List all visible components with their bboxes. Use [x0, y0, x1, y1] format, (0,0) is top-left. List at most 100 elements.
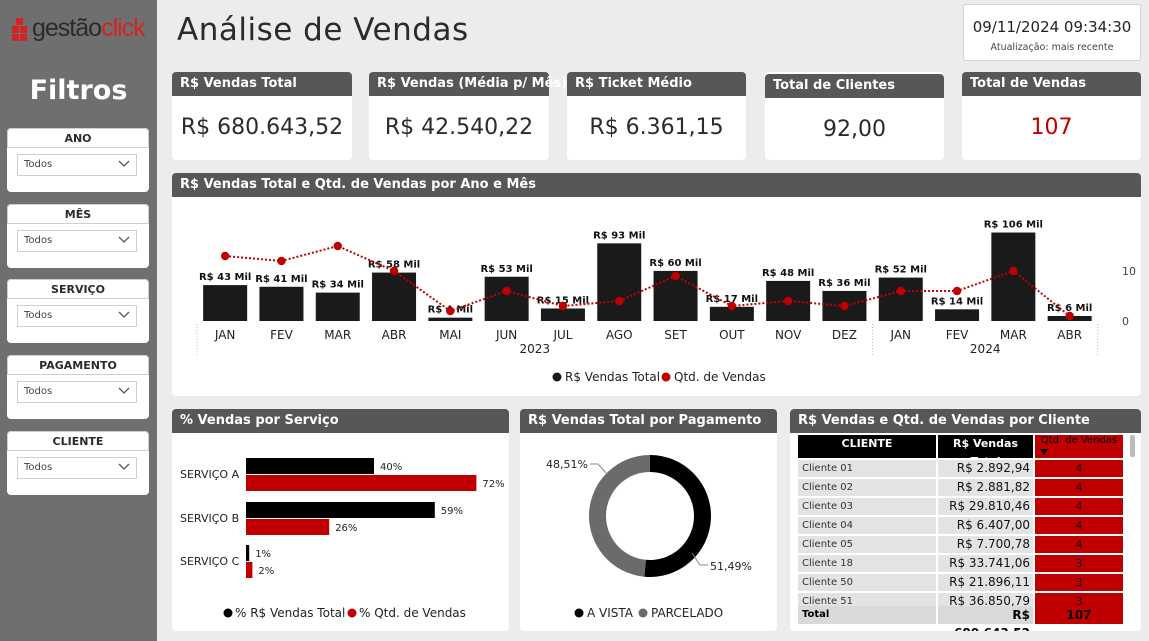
service-bar: [246, 545, 250, 561]
bar-vendas: [428, 317, 473, 321]
service-category-label: SERVIÇO C: [180, 555, 240, 568]
bar-data-label: R$ 43 Mil: [199, 272, 251, 283]
cell-vendas: R$ 36.850,79: [938, 593, 1033, 610]
point-qtd-vendas: [1065, 311, 1074, 321]
service-category-label: SERVIÇO B: [180, 512, 239, 525]
legend-label: PARCELADO: [651, 606, 723, 620]
table-row[interactable]: Cliente 01 R$ 2.892,94 4: [798, 460, 1128, 477]
filter-value: Todos: [24, 235, 53, 246]
point-qtd-vendas: [952, 286, 962, 296]
legend-qtd-label: Qtd. de Vendas: [674, 370, 766, 384]
filter-mes: MÊS Todos: [7, 204, 149, 268]
kpi-title: R$ Ticket Médio: [567, 72, 746, 96]
filter-label: ANO: [7, 128, 149, 148]
x-tick-label: JUL: [552, 328, 572, 342]
cell-cliente: Cliente 04: [798, 517, 936, 534]
logo-text-part1: gestão: [32, 14, 102, 42]
filter-cliente-dropdown[interactable]: Todos: [17, 457, 137, 479]
legend-label: A VISTA: [587, 606, 634, 620]
kpi-title: Total de Vendas: [962, 72, 1141, 96]
table-row[interactable]: Cliente 05 R$ 7.700,78 4: [798, 536, 1128, 553]
service-bar-label: 40%: [380, 462, 402, 473]
x-tick-label: JAN: [214, 328, 236, 342]
x-tick-label: JAN: [889, 328, 911, 342]
bar-vendas: [203, 285, 248, 321]
cell-vendas: R$ 33.741,06: [938, 555, 1033, 572]
filter-label: PAGAMENTO: [7, 355, 149, 375]
table-row[interactable]: Cliente 51 R$ 36.850,79 3: [798, 593, 1128, 610]
filter-mes-dropdown[interactable]: Todos: [17, 230, 137, 252]
point-qtd-vendas: [389, 266, 399, 276]
pie-leader-line: [590, 463, 607, 474]
bar-data-label: R$ 93 Mil: [593, 230, 645, 241]
client-rows: Cliente 01 R$ 2.892,94 4 Cliente 02 R$ 2.881…: [798, 460, 1128, 610]
table-total-row: Total R$ 680.643,52 107: [798, 606, 1123, 631]
legend-label: % R$ Vendas Total: [235, 606, 345, 620]
table-row[interactable]: Cliente 02 R$ 2.881,82 4: [798, 479, 1128, 496]
cell-vendas: R$ 21.896,11: [938, 574, 1033, 591]
bar-vendas: [484, 276, 529, 321]
point-qtd-vendas: [727, 301, 737, 311]
col-header-cliente[interactable]: CLIENTE: [798, 435, 936, 458]
bar-data-label: R$ 34 Mil: [312, 280, 364, 291]
cell-qtd: 4: [1035, 498, 1123, 515]
sidebar: gestãoclick Filtros ANO Todos MÊS Todos …: [0, 0, 157, 641]
point-qtd-vendas: [671, 271, 680, 281]
x-tick-label: SET: [664, 328, 687, 342]
cell-qtd: 4: [1035, 479, 1123, 496]
col-header-qtd[interactable]: Qtd. de Vendas: [1035, 435, 1123, 458]
filter-cliente: CLIENTE Todos: [7, 431, 149, 495]
pie-slice: [589, 455, 650, 577]
bar-data-label: R$ 106 Mil: [984, 220, 1043, 231]
x-group-label: 2024: [970, 342, 1001, 356]
cell-cliente: Cliente 18: [798, 555, 936, 572]
filter-pagamento-dropdown[interactable]: Todos: [17, 381, 137, 403]
total-label: Total: [798, 606, 936, 624]
x-group-label: 2023: [520, 342, 551, 356]
bar-data-label: R$ 60 Mil: [649, 258, 701, 269]
point-qtd-vendas: [896, 286, 905, 296]
bar-data-label: R$ 36 Mil: [818, 278, 870, 289]
service-bar-label: 72%: [482, 479, 504, 490]
x-tick-label: AGO: [606, 328, 633, 342]
last-update-box: 09/11/2024 09:34:30 Atualização: mais re…: [963, 4, 1141, 61]
cell-vendas: R$ 2.881,82: [938, 479, 1033, 496]
filter-servico-dropdown[interactable]: Todos: [17, 305, 137, 327]
point-qtd-vendas: [446, 306, 455, 316]
table-row[interactable]: Cliente 03 R$ 29.810,46 4: [798, 498, 1128, 515]
service-bar-label: 26%: [335, 523, 357, 534]
x-tick-label: FEV: [946, 328, 969, 342]
chevron-down-icon: [118, 387, 130, 394]
service-bar-label: 2%: [258, 566, 274, 577]
table-header-row: CLIENTE R$ Vendas Total Qtd. de Vendas: [798, 435, 1128, 468]
service-chart-title: % Vendas por Serviço: [172, 409, 509, 433]
x-tick-label: ABR: [1057, 328, 1082, 342]
table-row[interactable]: Cliente 50 R$ 21.896,11 3: [798, 574, 1128, 591]
x-tick-label: FEV: [270, 328, 293, 342]
point-qtd-vendas: [783, 296, 793, 306]
kpi-title: R$ Vendas (Média p/ Mês): [369, 72, 567, 96]
col-header-vendas[interactable]: R$ Vendas Total: [938, 435, 1033, 468]
clients-table-scroll[interactable]: CLIENTE R$ Vendas Total Qtd. de Vendas C…: [798, 435, 1128, 625]
kpi-card-total-vendas: Total de Vendas 107: [962, 72, 1141, 160]
service-bar: [246, 458, 374, 474]
table-row[interactable]: Cliente 18 R$ 33.741,06 3: [798, 555, 1128, 572]
table-scrollbar[interactable]: [1130, 435, 1135, 457]
point-qtd-vendas: [840, 301, 849, 311]
cell-qtd: 4: [1035, 517, 1123, 534]
update-datetime: 09/11/2024 09:34:30: [972, 18, 1132, 36]
cell-vendas: R$ 29.810,46: [938, 498, 1033, 515]
gestaoclick-logo: gestãoclick: [10, 12, 150, 46]
clients-table-title: R$ Vendas e Qtd. de Vendas por Cliente: [790, 409, 1141, 433]
y-right-tick-label: 0: [1122, 315, 1129, 328]
table-row[interactable]: Cliente 04 R$ 6.407,00 4: [798, 517, 1128, 534]
payment-chart-card: R$ Vendas Total por Pagamento 51,49% 48,5…: [520, 409, 777, 631]
point-qtd-vendas: [277, 256, 286, 266]
bar-vendas: [597, 243, 642, 321]
bar-vendas: [935, 309, 980, 321]
service-category-label: SERVIÇO A: [180, 468, 240, 481]
filters-title: Filtros: [29, 75, 128, 106]
point-qtd-vendas: [220, 251, 230, 261]
legend-marker: [574, 608, 584, 618]
filter-ano-dropdown[interactable]: Todos: [17, 154, 137, 176]
